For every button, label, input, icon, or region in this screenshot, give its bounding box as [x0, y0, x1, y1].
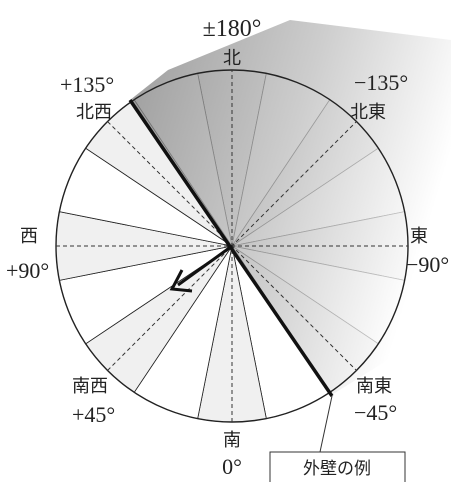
angle-upper-left: +135° — [60, 72, 114, 97]
callout-box — [269, 451, 406, 482]
exposure-shade — [130, 20, 451, 396]
callout-label: 外壁の例 — [303, 459, 371, 478]
direction-southeast: 南東 — [356, 376, 392, 396]
angle-lower-right: −45° — [354, 400, 397, 425]
direction-arrow-shaft — [177, 244, 233, 287]
direction-southwest: 南西 — [72, 376, 108, 396]
direction-north: 北 — [223, 48, 241, 68]
direction-northwest: 北西 — [76, 102, 112, 122]
angle-lower-left: +45° — [72, 402, 115, 427]
direction-east: 東 — [410, 226, 428, 246]
angle-bottom: 0° — [222, 454, 242, 479]
angle-upper-right: −135° — [354, 70, 408, 95]
angle-right: −90° — [406, 252, 449, 277]
callout-leader — [319, 395, 333, 453]
angle-left: +90° — [6, 258, 49, 283]
direction-arrow-head — [169, 269, 193, 293]
direction-south: 南 — [223, 430, 241, 450]
direction-west: 西 — [20, 226, 38, 246]
angle-top: ±180° — [203, 16, 262, 42]
direction-northeast: 北東 — [350, 102, 386, 122]
